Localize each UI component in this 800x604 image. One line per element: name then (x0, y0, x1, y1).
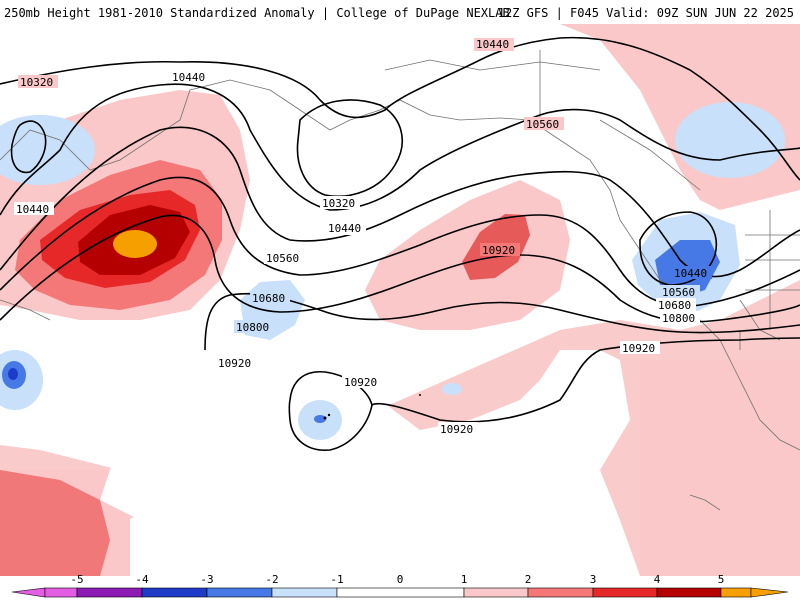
colorbar-swatch-m5b (44, 587, 78, 598)
contour-label: 10920 (482, 244, 515, 257)
colorbar-swatch-p5b (750, 587, 789, 598)
colorbar-swatch-zero (336, 587, 465, 598)
positive-anomaly-north (0, 24, 800, 210)
colorbar-tick: 0 (397, 573, 404, 586)
map-header: 250mb Height 1981-2010 Standardized Anom… (0, 0, 800, 24)
colorbar-swatch-p3 (592, 587, 658, 598)
colorbar-swatches (11, 587, 789, 598)
colorbar-tick: -1 (330, 573, 343, 586)
colorbar: -5 -4 -3 -2 -1 0 1 2 3 4 5 (0, 572, 800, 600)
colorbar-swatch-m1 (271, 587, 338, 598)
anomaly-map: 10320 10440 10440 10440 10560 10320 1044… (0, 24, 800, 576)
contour-label: 10560 (662, 286, 695, 299)
map-title: 250mb Height 1981-2010 Standardized Anom… (4, 6, 510, 20)
contour-label: 10680 (658, 299, 691, 312)
contour-label: 10560 (526, 118, 559, 131)
colorbar-swatch-p5 (720, 587, 752, 598)
colorbar-swatch-m4 (76, 587, 143, 598)
contour-label: 10800 (662, 312, 695, 325)
colorbar-swatch-p4 (656, 587, 722, 598)
contour-label: 10920 (622, 342, 655, 355)
contour-label: 10320 (322, 197, 355, 210)
colorbar-tick: 2 (525, 573, 532, 586)
contour-label: 10320 (20, 76, 53, 89)
colorbar-tick: 4 (654, 573, 661, 586)
colorbar-swatch-p2 (527, 587, 594, 598)
colorbar-tick: -4 (135, 573, 149, 586)
colorbar-swatch-p1 (463, 587, 529, 598)
contour-label: 10800 (236, 321, 269, 334)
colorbar-tick: 1 (461, 573, 468, 586)
contour-label: 10560 (266, 252, 299, 265)
contour-label: 10680 (252, 292, 285, 305)
contour-label: 10440 (476, 38, 509, 51)
contour-label: 10440 (172, 71, 205, 84)
colorbar-tick: -2 (265, 573, 278, 586)
contour-label: 10440 (674, 267, 707, 280)
colorbar-ticks: -5 -4 -3 -2 -1 0 1 2 3 4 5 (70, 573, 724, 586)
model-valid-time: 12Z GFS | F045 Valid: 09Z SUN JUN 22 202… (497, 6, 794, 20)
contour-label: 10440 (16, 203, 49, 216)
island-markers (323, 394, 421, 420)
colorbar-swatch-m2 (206, 587, 273, 598)
colorbar-tick: 3 (590, 573, 597, 586)
colorbar-swatch-m5 (11, 587, 46, 598)
contour-label: 10440 (328, 222, 361, 235)
contour-label: 10920 (440, 423, 473, 436)
contour-label: 10920 (344, 376, 377, 389)
colorbar-tick: 5 (718, 573, 725, 586)
colorbar-swatch-m3 (141, 587, 208, 598)
colorbar-tick: -5 (70, 573, 83, 586)
contour-labels: 10320 10440 10440 10440 10560 10320 1044… (14, 38, 712, 436)
colorbar-tick: -3 (200, 573, 213, 586)
anomaly-plus5-max (113, 230, 157, 258)
contour-label: 10920 (218, 357, 251, 370)
